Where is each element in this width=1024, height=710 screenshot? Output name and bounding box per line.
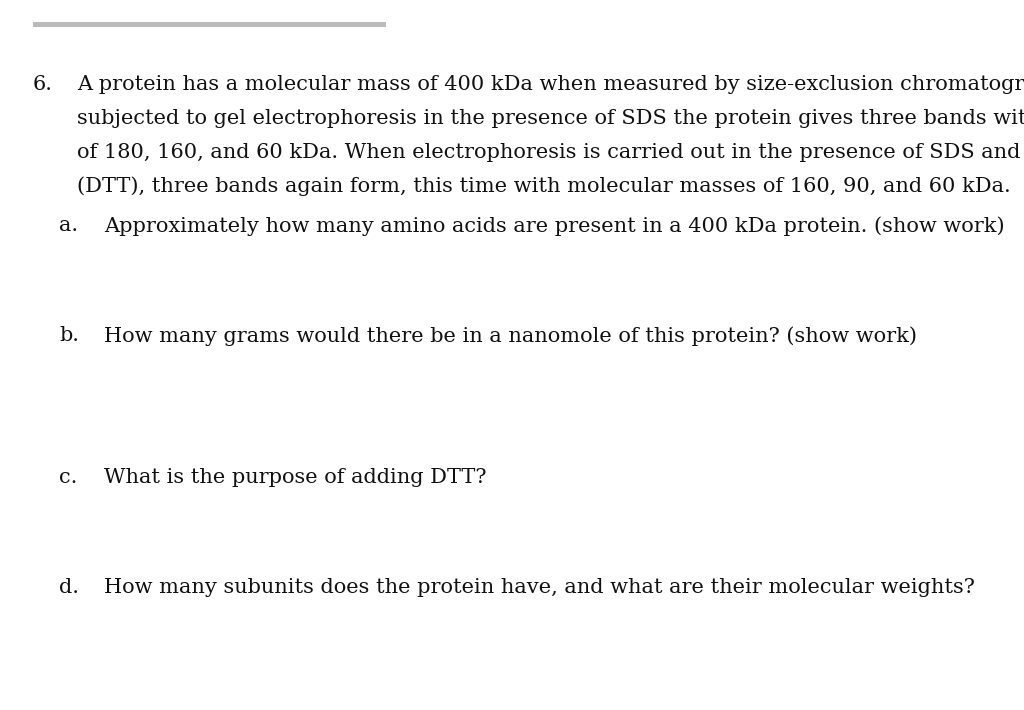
Text: b.: b. xyxy=(59,326,80,345)
Text: Approximately how many amino acids are present in a 400 kDa protein. (show work): Approximately how many amino acids are p… xyxy=(104,216,1006,236)
Text: d.: d. xyxy=(59,578,80,597)
Text: What is the purpose of adding DTT?: What is the purpose of adding DTT? xyxy=(104,468,487,487)
Text: c.: c. xyxy=(59,468,78,487)
Text: (DTT), three bands again form, this time with molecular masses of 160, 90, and 6: (DTT), three bands again form, this time… xyxy=(77,177,1011,197)
Text: a.: a. xyxy=(59,216,79,235)
Text: How many subunits does the protein have, and what are their molecular weights?: How many subunits does the protein have,… xyxy=(104,578,975,597)
Text: A protein has a molecular mass of 400 kDa when measured by size-exclusion chroma: A protein has a molecular mass of 400 kD… xyxy=(77,75,1024,94)
Text: of 180, 160, and 60 kDa. When electrophoresis is carried out in the presence of : of 180, 160, and 60 kDa. When electropho… xyxy=(77,143,1024,162)
Text: subjected to gel electrophoresis in the presence of SDS the protein gives three : subjected to gel electrophoresis in the … xyxy=(77,109,1024,128)
Text: How many grams would there be in a nanomole of this protein? (show work): How many grams would there be in a nanom… xyxy=(104,326,918,346)
Text: 6.: 6. xyxy=(33,75,53,94)
